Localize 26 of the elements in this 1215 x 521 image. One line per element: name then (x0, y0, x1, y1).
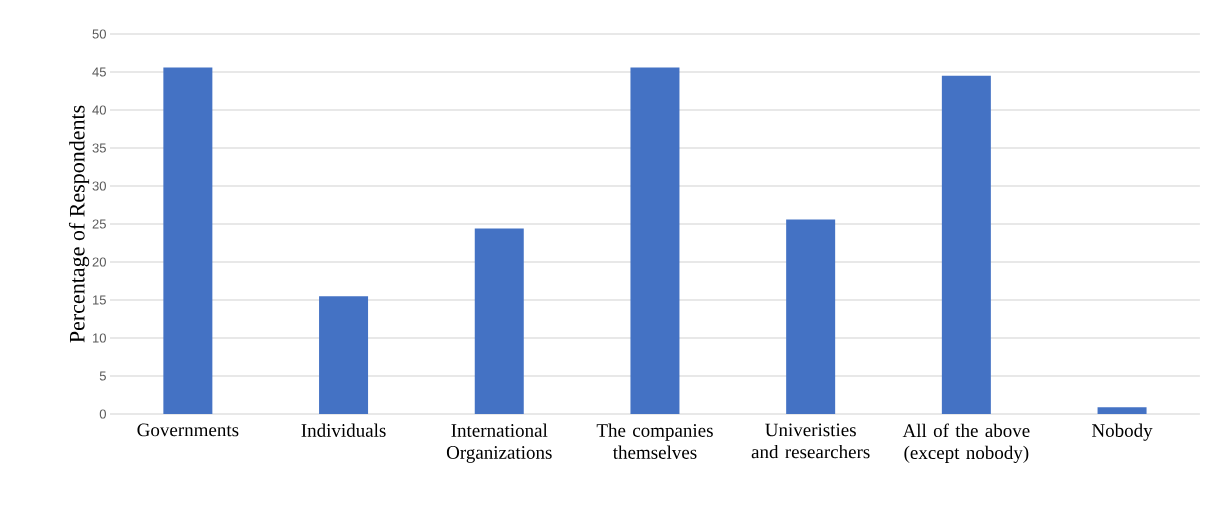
y-tick-label: 5 (99, 371, 106, 381)
bar (786, 219, 836, 414)
x-tick-label: Individuals (301, 423, 386, 437)
bar (474, 228, 524, 414)
bar (319, 296, 369, 414)
y-tick-label: 20 (92, 257, 106, 267)
x-tick-label: Nobody (1091, 423, 1153, 441)
x-tick-label: All of the above (except nobody) (902, 423, 1030, 463)
y-tick-label: 30 (92, 181, 106, 191)
bar (1097, 407, 1147, 414)
x-tick-label: Univeristies and researchers (751, 423, 870, 459)
y-tick-label: 35 (92, 143, 106, 153)
y-tick-label: 45 (92, 67, 106, 77)
y-tick-label: 15 (93, 295, 106, 305)
y-tick-label: 50 (92, 29, 106, 39)
y-tick-label: 40 (92, 105, 106, 115)
y-axis-title: Percentage of Respondents (68, 105, 90, 343)
bar (163, 67, 213, 414)
x-tick-label: Governments (137, 423, 239, 437)
bar (630, 67, 680, 414)
y-tick-label: 10 (93, 333, 106, 343)
x-tick-label: The companies themselves (596, 423, 713, 459)
y-tick-label: 0 (99, 409, 106, 419)
y-tick-label: 25 (92, 219, 106, 229)
x-tick-label: International Organizations (446, 423, 552, 463)
bar (941, 75, 991, 414)
